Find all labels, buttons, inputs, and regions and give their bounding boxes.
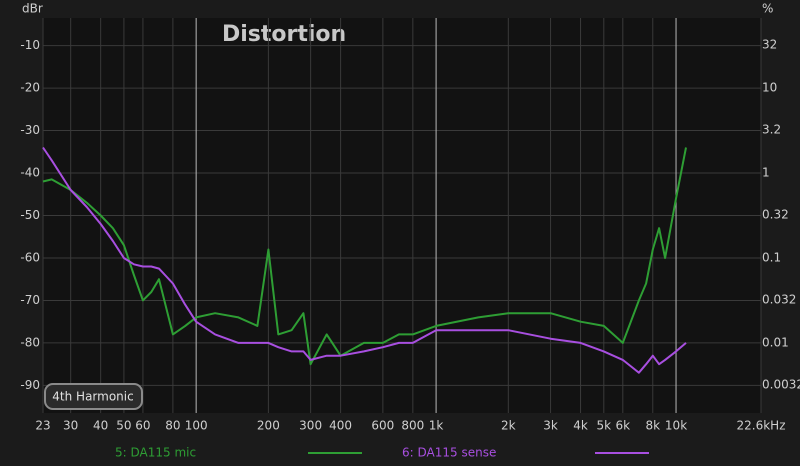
- x-tick-label: 6k: [616, 419, 631, 433]
- x-tick-label: 60: [135, 419, 150, 433]
- y2-tick-label: 0.32: [762, 208, 789, 222]
- x-tick-label: 4k: [573, 419, 588, 433]
- x-tick-label: 3k: [543, 419, 558, 433]
- y-tick-label: -40: [20, 166, 40, 180]
- y-tick-label: -30: [20, 123, 40, 137]
- y2-tick-label: 0.0032: [762, 378, 800, 392]
- y2-axis-label: %: [762, 2, 773, 16]
- x-tick-label: 10k: [665, 419, 687, 433]
- x-tick-label: 600: [371, 419, 394, 433]
- x-tick-label: 1k: [429, 419, 444, 433]
- y2-tick-label: 0.032: [762, 293, 796, 307]
- y2-tick-label: 0.1: [762, 251, 781, 265]
- y-tick-label: -10: [20, 38, 40, 52]
- x-tick-label: 400: [329, 419, 352, 433]
- y2-tick-label: 32: [762, 38, 777, 52]
- y-tick-label: -50: [20, 208, 40, 222]
- y-axis-label: dBr: [22, 2, 43, 16]
- series-line: [42, 146, 687, 374]
- x-tick-label: 2k: [501, 419, 516, 433]
- harmonic-selector[interactable]: 4th Harmonic: [44, 383, 143, 410]
- x-tick-label: 22.6kHz: [737, 419, 786, 433]
- y-tick-label: -80: [20, 335, 40, 349]
- legend-label: 5: DA115 mic: [115, 446, 196, 460]
- y-tick-label: -90: [20, 378, 40, 392]
- selector-text[interactable]: 4th Harmonic: [52, 390, 133, 404]
- legend-label: 6: DA115 sense: [402, 446, 496, 460]
- x-tick-label: 50: [116, 419, 131, 433]
- x-tick-label: 23: [35, 419, 50, 433]
- y2-tick-label: 3.2: [762, 123, 781, 137]
- y2-tick-label: 0.01: [762, 335, 789, 349]
- y-tick-label: -70: [20, 293, 40, 307]
- y2-tick-label: 10: [762, 81, 777, 95]
- x-tick-label: 800: [401, 419, 424, 433]
- y-tick-label: -20: [20, 81, 40, 95]
- chart-title: Distortion: [222, 22, 346, 47]
- y2-tick-label: 1: [762, 166, 770, 180]
- x-tick-label: 30: [63, 419, 78, 433]
- selector-box[interactable]: [44, 383, 143, 410]
- x-tick-label: 300: [299, 419, 322, 433]
- x-tick-label: 8k: [645, 419, 660, 433]
- x-tick-label: 40: [93, 419, 108, 433]
- x-tick-label: 100: [185, 419, 208, 433]
- x-tick-label: 80: [165, 419, 180, 433]
- x-tick-label: 200: [257, 419, 280, 433]
- y-tick-label: -60: [20, 250, 40, 264]
- series-line: [42, 147, 687, 366]
- x-tick-label: 5k: [597, 419, 612, 433]
